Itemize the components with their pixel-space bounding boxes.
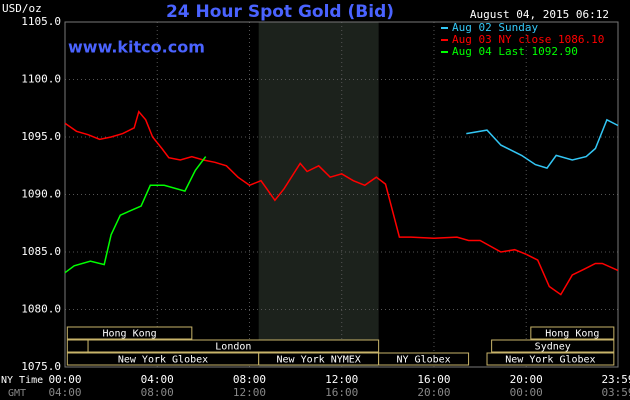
x2-tick-label: 12:00 bbox=[233, 386, 266, 399]
x2-tick-label: 08:00 bbox=[141, 386, 174, 399]
y-tick-label: 1105.0 bbox=[21, 15, 61, 28]
session-label: New York Globex bbox=[118, 355, 208, 366]
y-tick-label: 1085.0 bbox=[21, 245, 61, 258]
legend-label: Aug 04 Last 1092.90 bbox=[452, 45, 578, 58]
line bbox=[466, 118, 619, 169]
source: www.kitco.com bbox=[68, 38, 205, 57]
shaded-band bbox=[258, 22, 379, 367]
x2-tick-label: 20:00 bbox=[417, 386, 450, 399]
session-label: NY Globex bbox=[397, 355, 451, 366]
x-tick-label: 23:59 bbox=[601, 373, 630, 386]
session-label: Hong Kong bbox=[102, 329, 156, 340]
x2-tick-label: 03:59 bbox=[601, 386, 630, 399]
y-tick-label: 1075.0 bbox=[21, 360, 61, 373]
line bbox=[64, 156, 207, 274]
x2-tick-label: 16:00 bbox=[325, 386, 358, 399]
x-tick-label: 12:00 bbox=[325, 373, 358, 386]
x2-tick-label: 04:00 bbox=[48, 386, 81, 399]
y-axis-label: USD/oz bbox=[2, 2, 42, 15]
x-axis-label: NY Time bbox=[1, 375, 43, 386]
x-tick-label: 04:00 bbox=[141, 373, 174, 386]
session-label: Hong Kong bbox=[545, 329, 599, 340]
session-label: New York Globex bbox=[505, 355, 595, 366]
x-tick-label: 20:00 bbox=[510, 373, 543, 386]
x-tick-label: 08:00 bbox=[233, 373, 266, 386]
plot-frame bbox=[64, 21, 619, 368]
line bbox=[64, 110, 619, 296]
session-box bbox=[491, 339, 615, 353]
session-box bbox=[87, 339, 380, 353]
session-box bbox=[66, 326, 193, 340]
x2-tick-label: 00:00 bbox=[510, 386, 543, 399]
y-tick-label: 1090.0 bbox=[21, 188, 61, 201]
y-tick-label: 1080.0 bbox=[21, 303, 61, 316]
x2-axis-label: GMT bbox=[8, 388, 26, 399]
session-box bbox=[66, 339, 89, 353]
x-tick-label: 16:00 bbox=[417, 373, 450, 386]
session-label: London bbox=[215, 342, 251, 353]
session-label: New York NYMEX bbox=[277, 355, 361, 366]
legend-label: Aug 02 Sunday bbox=[452, 21, 538, 34]
session-box bbox=[378, 352, 470, 366]
session-box bbox=[530, 326, 615, 340]
y-tick-label: 1095.0 bbox=[21, 130, 61, 143]
x-tick-label: 00:00 bbox=[48, 373, 81, 386]
session-box bbox=[486, 352, 615, 366]
session-label: Sydney bbox=[535, 342, 571, 353]
y-tick-label: 1100.0 bbox=[21, 73, 61, 86]
chart-title: 24 Hour Spot Gold (Bid) bbox=[166, 2, 394, 22]
timestamp: August 04, 2015 06:12 bbox=[470, 8, 609, 21]
legend-label: Aug 03 NY close 1086.10 bbox=[452, 33, 604, 46]
